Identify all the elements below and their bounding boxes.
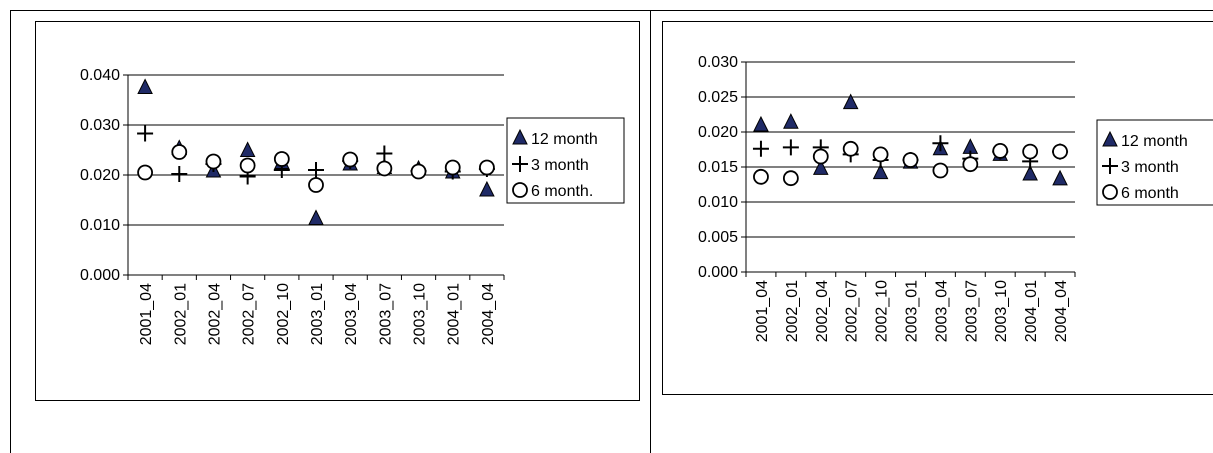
left-point bbox=[479, 159, 495, 176]
right-point bbox=[902, 152, 919, 168]
right-legend-marker bbox=[1102, 184, 1118, 200]
page-frame bbox=[10, 10, 1213, 453]
right-point bbox=[1022, 143, 1039, 160]
right-ytick-label: 0.015 bbox=[698, 159, 738, 176]
left-legend-marker bbox=[512, 156, 528, 172]
right-xtick-label: 2002_04 bbox=[814, 280, 831, 342]
left-point bbox=[308, 177, 324, 193]
right-point bbox=[812, 159, 829, 175]
chart-left: 0.000 0.010 0.020 0.030 0.040 2001_04 2002_01 2… bbox=[35, 21, 640, 401]
right-point bbox=[872, 146, 889, 163]
left-xtick-label: 2002_10 bbox=[275, 283, 292, 345]
left-xtick-label: 2001_04 bbox=[138, 283, 155, 345]
left-point bbox=[171, 144, 188, 160]
right-ytick-label: 0.000 bbox=[698, 264, 738, 281]
right-point bbox=[753, 168, 769, 185]
right-legend-label: 6 month bbox=[1121, 185, 1179, 202]
right-xtick-label: 2003_04 bbox=[933, 280, 950, 342]
left-point bbox=[171, 166, 188, 182]
right-point bbox=[812, 148, 829, 165]
right-point bbox=[932, 162, 949, 179]
left-point bbox=[308, 209, 324, 225]
left-xtick-label: 2002_01 bbox=[172, 283, 189, 345]
left-legend-marker bbox=[512, 128, 528, 145]
right-point bbox=[782, 139, 799, 156]
right-xtick-label: 2001_04 bbox=[754, 280, 771, 342]
right-series-3 bbox=[753, 140, 1068, 187]
left-legend-label: 6 month. bbox=[531, 183, 593, 200]
left-point bbox=[479, 180, 495, 197]
right-legend-label: 12 month bbox=[1121, 133, 1188, 150]
left-point bbox=[273, 151, 290, 167]
left-point bbox=[239, 141, 256, 157]
left-point bbox=[444, 159, 461, 176]
left-legend-label: 3 month bbox=[531, 157, 589, 174]
right-point bbox=[783, 113, 799, 129]
right-point bbox=[1022, 164, 1038, 181]
left-xtick-label: 2003_07 bbox=[377, 283, 394, 345]
left-point bbox=[205, 153, 222, 170]
panel-divider bbox=[650, 10, 651, 453]
right-point bbox=[1052, 143, 1068, 160]
left-xtick-label: 2003_10 bbox=[412, 283, 429, 345]
right-xtick-label: 2003_07 bbox=[963, 280, 980, 342]
right-point bbox=[782, 170, 799, 187]
right-point bbox=[753, 115, 769, 132]
left-xtick-label: 2004_01 bbox=[446, 283, 463, 345]
left-point bbox=[342, 151, 359, 168]
right-point bbox=[962, 156, 979, 173]
left-point bbox=[239, 157, 256, 174]
right-point bbox=[842, 93, 859, 110]
right-legend-marker bbox=[1102, 130, 1118, 147]
right-point bbox=[992, 142, 1009, 159]
left-xtick-label: 2002_04 bbox=[206, 283, 223, 345]
right-xtick-label: 2004_04 bbox=[1053, 280, 1070, 342]
right-xtick-label: 2003_01 bbox=[904, 280, 921, 342]
left-xtick-label: 2002_07 bbox=[241, 283, 258, 345]
left-legend-marker bbox=[512, 182, 528, 198]
left-point bbox=[308, 162, 324, 178]
left-point bbox=[137, 78, 153, 94]
left-point bbox=[137, 125, 154, 142]
left-xtick-label: 2003_04 bbox=[343, 283, 360, 345]
right-xtick-label: 2003_10 bbox=[993, 280, 1010, 342]
right-xtick-label: 2002_10 bbox=[874, 280, 891, 342]
left-ytick-label: 0.020 bbox=[80, 167, 120, 184]
left-legend-label: 12 month bbox=[531, 131, 598, 148]
right-point bbox=[872, 163, 889, 180]
left-xtick-label: 2003_01 bbox=[309, 283, 326, 345]
right-point bbox=[1052, 169, 1068, 186]
right-ytick-label: 0.030 bbox=[698, 54, 738, 71]
right-point bbox=[932, 135, 949, 152]
right-ytick-label: 0.020 bbox=[698, 124, 738, 141]
right-ytick-label: 0.005 bbox=[698, 229, 738, 246]
right-ytick-label: 0.010 bbox=[698, 194, 738, 211]
right-xtick-label: 2002_07 bbox=[844, 280, 861, 342]
chart-right: 0.000 0.005 0.010 0.015 0.020 0.025 0.030 2001_… bbox=[662, 21, 1213, 395]
right-legend-label: 3 month bbox=[1121, 159, 1179, 176]
left-ytick-label: 0.030 bbox=[80, 117, 120, 134]
right-xtick-label: 2002_01 bbox=[784, 280, 801, 342]
left-point bbox=[410, 163, 427, 180]
left-point bbox=[376, 160, 393, 177]
right-ytick-label: 0.025 bbox=[698, 89, 738, 106]
left-series-3 bbox=[137, 144, 495, 193]
right-point bbox=[842, 140, 859, 157]
left-xtick-label: 2004_04 bbox=[480, 283, 497, 345]
left-point bbox=[137, 164, 153, 181]
chart-right-svg: 0.000 0.005 0.010 0.015 0.020 0.025 0.030 2001_… bbox=[698, 54, 1213, 342]
right-legend-marker bbox=[1102, 158, 1118, 174]
left-point bbox=[376, 145, 393, 162]
right-point bbox=[752, 140, 769, 157]
left-ytick-label: 0.040 bbox=[80, 67, 120, 84]
right-xtick-label: 2004_01 bbox=[1023, 280, 1040, 342]
left-ytick-label: 0.010 bbox=[80, 217, 120, 234]
chart-left-svg: 0.000 0.010 0.020 0.030 0.040 2001_04 2002_01 2… bbox=[80, 67, 625, 345]
left-ytick-label: 0.000 bbox=[80, 267, 120, 284]
